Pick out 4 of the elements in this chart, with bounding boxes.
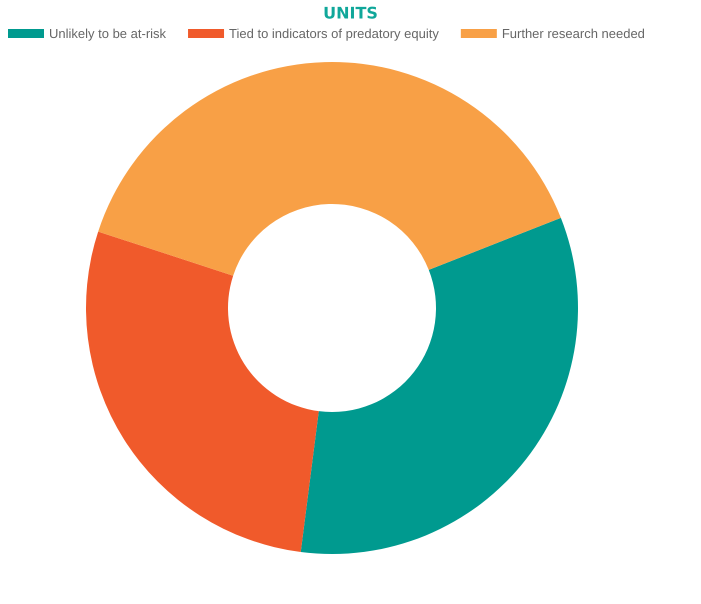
legend-label: Further research needed bbox=[502, 26, 645, 41]
chart-title: UNITS bbox=[323, 4, 378, 22]
legend-label: Tied to indicators of predatory equity bbox=[229, 26, 440, 41]
legend-label: Unlikely to be at-risk bbox=[49, 26, 167, 41]
